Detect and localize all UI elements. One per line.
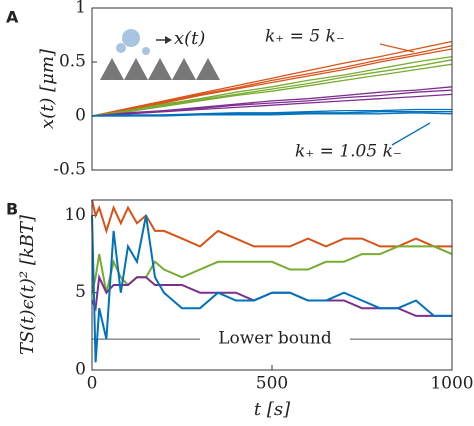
series-line bbox=[92, 111, 452, 117]
series-line bbox=[91, 215, 452, 363]
y-axis-label: TS(t)ϵ(t)² [kBT] bbox=[17, 214, 38, 355]
series-line bbox=[91, 48, 453, 117]
y-tick-label: 10 bbox=[64, 205, 86, 225]
y-tick-label: 0 bbox=[75, 360, 86, 380]
y-tick-label: 5 bbox=[75, 282, 86, 302]
lower-bound-label: Lower bound bbox=[218, 329, 332, 349]
x-tick-label: 1000 bbox=[430, 374, 473, 394]
plot-frame bbox=[91, 199, 453, 371]
icon bbox=[100, 29, 220, 80]
y-tick-label: 1 bbox=[75, 0, 86, 18]
label-bg bbox=[200, 328, 350, 351]
series-line bbox=[91, 199, 452, 248]
annotation: k₊ = 5 k₋ bbox=[265, 27, 345, 47]
annotation-arrow bbox=[391, 122, 431, 146]
y-tick-label: 0 bbox=[75, 106, 86, 126]
series-line bbox=[91, 59, 453, 117]
series-line bbox=[91, 63, 453, 117]
series-line bbox=[91, 273, 452, 317]
y-tick-label: 0.5 bbox=[59, 52, 86, 72]
x-tick-label: 0 bbox=[87, 374, 98, 394]
y-axis-label: x(t) [μm] bbox=[37, 48, 58, 129]
plot-frame bbox=[91, 7, 453, 171]
series-line bbox=[91, 245, 453, 293]
annotation-arrow bbox=[379, 43, 415, 53]
series-line bbox=[91, 89, 453, 117]
x-axis-label: t [s] bbox=[254, 399, 291, 420]
series-line bbox=[92, 112, 453, 117]
series-line bbox=[91, 40, 453, 117]
x-tick-label: 500 bbox=[256, 374, 288, 394]
y-tick-label: -0.5 bbox=[53, 160, 86, 180]
series-line bbox=[91, 93, 453, 117]
series-line bbox=[91, 55, 453, 117]
series-line bbox=[91, 45, 453, 117]
panel-label: A bbox=[6, 8, 19, 27]
icon-label: x(t) bbox=[174, 28, 205, 49]
panel-label: B bbox=[6, 200, 18, 219]
annotation: k₊ = 1.05 k₋ bbox=[295, 142, 402, 162]
